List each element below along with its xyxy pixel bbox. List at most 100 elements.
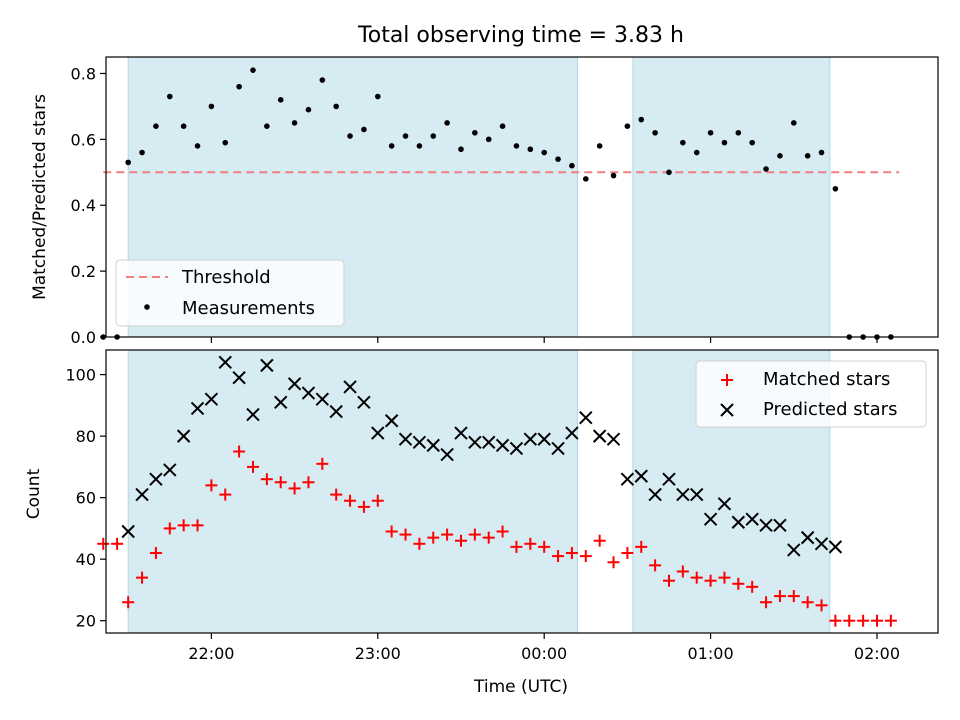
measurement-point [444, 120, 450, 126]
measurement-point [250, 67, 256, 73]
matched-star-point [496, 525, 509, 538]
measurement-point [180, 123, 187, 129]
matched-star-point [815, 599, 828, 612]
predicted-star-point [814, 537, 829, 551]
bottom-legend: Matched stars Predicted stars [695, 360, 927, 428]
measurement-point [416, 143, 423, 149]
predicted-star-point [787, 543, 801, 557]
matched-star-point [829, 614, 842, 627]
predicted-star-point [773, 518, 787, 533]
legend-measurements-label: Measurements [182, 298, 315, 319]
matched-star-point [205, 479, 218, 492]
matched-star-point [344, 494, 357, 507]
matched-star-point [219, 488, 232, 501]
top-legend: Threshold Measurements [115, 259, 345, 327]
measurement-point [388, 143, 395, 149]
predicted-star-point [412, 435, 427, 449]
predicted-star-point [232, 370, 246, 385]
predicted-star-point [301, 386, 316, 400]
measurement-point [638, 116, 645, 123]
measurement-point [139, 149, 145, 156]
legend-measurements-swatch [144, 304, 150, 310]
predicted-star-point [537, 432, 551, 446]
predicted-star-point [246, 407, 260, 422]
matched-star-point [122, 596, 135, 609]
measurement-point [194, 143, 201, 149]
measurement-point [804, 153, 811, 159]
measurement-point [749, 139, 755, 146]
x-tick-label: 22:00 [188, 644, 234, 663]
predicted-star-point [592, 429, 607, 443]
legend-predicted-label: Predicted stars [763, 399, 897, 420]
matched-star-point [621, 547, 634, 560]
bottom-y-axis-label: Count [24, 468, 44, 519]
predicted-star-point [468, 435, 482, 449]
predicted-star-point [274, 395, 288, 410]
matched-star-point [801, 596, 814, 609]
measurement-point [125, 159, 131, 166]
matched-star-point [246, 460, 259, 473]
predicted-star-point [759, 518, 773, 533]
measurement-point [652, 129, 658, 136]
matched-star-point [399, 528, 412, 541]
matched-star-point [676, 565, 689, 578]
measurement-point [527, 146, 534, 153]
measurement-point [680, 139, 686, 146]
top-chart-title: Total observing time = 3.83 h [357, 23, 684, 48]
matched-star-point [787, 590, 800, 603]
matched-star-point [773, 590, 786, 603]
matched-star-point [97, 537, 110, 550]
shaded-interval-2 [632, 56, 831, 338]
bottom-x-axis-label: Time (UTC) [473, 677, 568, 697]
predicted-star-point [315, 392, 330, 406]
matched-star-point [177, 519, 190, 532]
measurement-point [402, 133, 409, 139]
y-tick-label: 0.4 [71, 196, 96, 215]
measurement-point [264, 123, 270, 129]
predicted-star-point [190, 401, 205, 416]
measurement-point [499, 123, 506, 129]
matched-star-point [274, 476, 287, 489]
matched-star-point [552, 550, 565, 563]
measurement-point [153, 123, 159, 129]
legend-matched-label: Matched stars [763, 369, 890, 390]
measurement-point [166, 93, 173, 100]
predicted-star-point [800, 530, 815, 545]
predicted-star-point [260, 358, 274, 373]
matched-star-point [857, 614, 870, 627]
matched-star-point [302, 476, 315, 489]
x-tick-label: 00:00 [521, 644, 567, 663]
predicted-star-point [579, 410, 593, 425]
predicted-star-point [163, 463, 177, 477]
measurement-point [513, 143, 520, 149]
measurement-point [832, 185, 839, 192]
matched-star-point [510, 540, 523, 553]
legend-predicted-swatch [720, 403, 734, 417]
predicted-star-point [828, 540, 843, 554]
predicted-star-point [690, 487, 704, 502]
matched-star-point [760, 596, 773, 609]
measurement-point [666, 169, 672, 176]
top-legend-box [115, 259, 345, 327]
matched-star-point [136, 571, 149, 584]
measurement-point [208, 103, 215, 110]
measurement-point [305, 106, 312, 113]
measurement-point [472, 129, 478, 136]
matched-star-point [746, 580, 759, 593]
x-tick-label: 01:00 [688, 644, 734, 663]
bottom-panel: 20 40 60 80 100 22:00 23:00 00:00 01:00 02:00 Cou… [24, 349, 939, 697]
predicted-star-point [648, 487, 662, 502]
measurement-point [721, 139, 728, 146]
matched-star-point [843, 614, 856, 627]
measurement-point [777, 153, 783, 159]
predicted-star-point [717, 497, 732, 511]
predicted-star-point [371, 426, 385, 440]
predicted-star-point [606, 432, 621, 446]
predicted-star-point [398, 432, 413, 446]
predicted-star-point [149, 472, 163, 486]
predicted-star-point [176, 429, 191, 443]
predicted-star-point [523, 432, 538, 446]
bottom-axis-ticks: 20 40 60 80 100 22:00 23:00 00:00 01:00 02:00 [65, 366, 900, 663]
measurement-point [541, 149, 547, 156]
measurement-point [430, 133, 437, 139]
